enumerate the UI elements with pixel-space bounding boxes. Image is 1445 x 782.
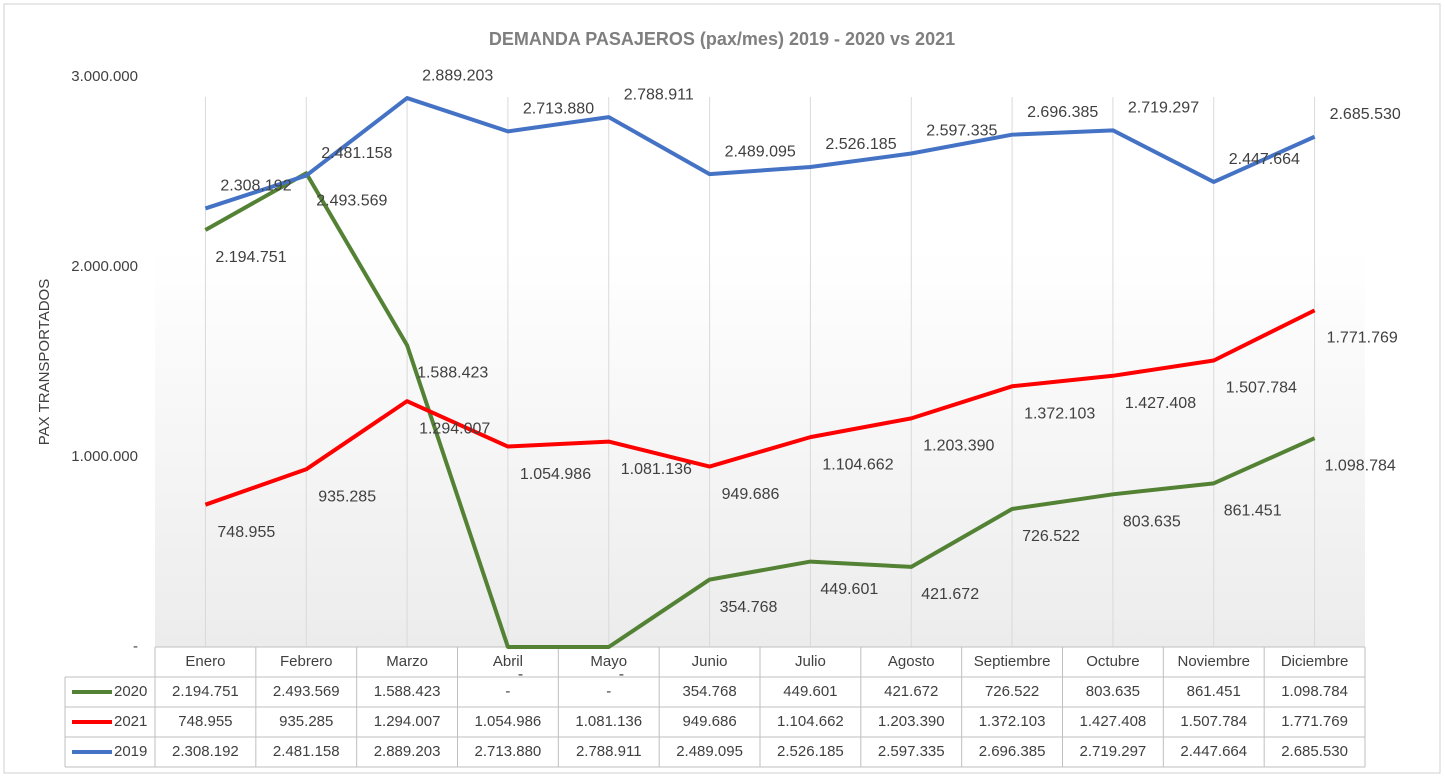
data-label: 748.955 <box>217 524 275 541</box>
table-cell: 1.771.769 <box>1281 713 1348 730</box>
legend-label: 2019 <box>114 743 147 760</box>
data-label: 2.481.158 <box>321 145 392 162</box>
data-label: 2.685.530 <box>1330 106 1401 123</box>
data-label: 2.889.203 <box>422 67 493 84</box>
table-cell: 1.427.408 <box>1080 713 1147 730</box>
table-cell: 1.372.103 <box>979 713 1046 730</box>
data-label: 354.768 <box>720 599 778 616</box>
x-tick-label: Junio <box>692 653 728 670</box>
table-cell: 1.588.423 <box>374 683 441 700</box>
y-tick-label: - <box>133 638 138 655</box>
y-tick-label: 1.000.000 <box>71 448 138 465</box>
data-label: 1.203.390 <box>923 438 994 455</box>
table-cell: 2.526.185 <box>777 743 844 760</box>
chart-title: DEMANDA PASAJEROS (pax/mes) 2019 - 2020 … <box>489 29 955 49</box>
data-label: 2.194.751 <box>215 249 286 266</box>
x-tick-label: Marzo <box>386 653 428 670</box>
data-label: 1.427.408 <box>1125 395 1196 412</box>
data-label: 421.672 <box>921 586 979 603</box>
data-label: 2.489.095 <box>725 143 796 160</box>
table-cell: 2.194.751 <box>172 683 239 700</box>
table-cell: 2.447.664 <box>1180 743 1247 760</box>
y-axis-label: PAX TRANSPORTADOS <box>36 279 53 445</box>
data-label: 1.081.136 <box>621 461 692 478</box>
x-tick-label: Noviembre <box>1177 653 1250 670</box>
table-cell: 1.054.986 <box>475 713 542 730</box>
table-cell: 1.098.784 <box>1281 683 1348 700</box>
table-cell: 2.889.203 <box>374 743 441 760</box>
table-cell: 2.685.530 <box>1281 743 1348 760</box>
table-cell: 354.768 <box>682 683 736 700</box>
series-line <box>204 96 1316 211</box>
table-cell: - <box>505 683 510 700</box>
x-tick-label: Agosto <box>888 653 935 670</box>
table-cell: 1.081.136 <box>575 713 642 730</box>
data-label: 2.696.385 <box>1027 104 1098 121</box>
data-label: 861.451 <box>1224 503 1282 520</box>
data-label: 1.104.662 <box>822 456 893 473</box>
data-label: 803.635 <box>1123 514 1181 531</box>
x-tick-label: Abril <box>493 653 523 670</box>
table-cell: 2.788.911 <box>576 743 642 760</box>
data-label: 2.526.185 <box>825 136 896 153</box>
table-cell: 2.696.385 <box>979 743 1046 760</box>
data-label: 1.588.423 <box>417 364 488 381</box>
table-cell: 2.489.095 <box>676 743 743 760</box>
table-cell: 2.481.158 <box>273 743 340 760</box>
table-cell: 449.601 <box>783 683 837 700</box>
data-label: 949.686 <box>722 486 780 503</box>
data-label: 2.719.297 <box>1128 100 1199 117</box>
table-cell: 2.308.192 <box>172 743 239 760</box>
data-label: 726.522 <box>1022 528 1080 545</box>
data-label: 1.507.784 <box>1226 380 1297 397</box>
x-tick-label: Enero <box>185 653 225 670</box>
data-label: 1.098.784 <box>1325 457 1396 474</box>
data-label: 935.285 <box>318 489 376 506</box>
table-cell: 949.686 <box>682 713 736 730</box>
data-label: 1.054.986 <box>520 466 591 483</box>
table-cell: 1.507.784 <box>1180 713 1247 730</box>
data-label: 1.372.103 <box>1024 406 1095 423</box>
data-label: 2.308.192 <box>220 178 291 195</box>
data-label: 2.788.911 <box>624 86 694 103</box>
series-line <box>204 171 1316 649</box>
table-cell: 2.713.880 <box>475 743 542 760</box>
table-cell: 935.285 <box>279 713 333 730</box>
data-label: 449.601 <box>820 581 878 598</box>
table-cell: 726.522 <box>985 683 1039 700</box>
y-tick-label: 2.000.000 <box>71 258 138 275</box>
data-label: 1.771.769 <box>1327 330 1398 347</box>
table-cell: 1.203.390 <box>878 713 945 730</box>
table-cell: 803.635 <box>1086 683 1140 700</box>
table-cell: 1.104.662 <box>777 713 844 730</box>
table-cell: 748.955 <box>178 713 232 730</box>
x-tick-label: Julio <box>795 653 826 670</box>
data-label: 1.294.007 <box>419 420 490 437</box>
x-tick-label: Mayo <box>590 653 627 670</box>
table-cell: - <box>606 683 611 700</box>
data-label: 2.713.880 <box>523 101 594 118</box>
table-cell: 421.672 <box>884 683 938 700</box>
table-cell: 2.493.569 <box>273 683 340 700</box>
data-label: 2.597.335 <box>926 123 997 140</box>
x-tick-label: Febrero <box>280 653 333 670</box>
x-tick-label: Septiembre <box>974 653 1051 670</box>
legend-label: 2020 <box>114 683 147 700</box>
table-cell: 861.451 <box>1187 683 1241 700</box>
data-label: - <box>518 666 523 683</box>
y-tick-label: 3.000.000 <box>71 68 138 85</box>
data-label: - <box>619 666 624 683</box>
x-tick-label: Octubre <box>1086 653 1139 670</box>
data-label: 2.493.569 <box>316 192 387 209</box>
series-line <box>204 308 1316 507</box>
x-tick-label: Diciembre <box>1281 653 1349 670</box>
table-cell: 2.719.297 <box>1080 743 1147 760</box>
table-cell: 1.294.007 <box>374 713 441 730</box>
data-label: 2.447.664 <box>1229 151 1300 168</box>
table-cell: 2.597.335 <box>878 743 945 760</box>
plot-background <box>155 250 1365 647</box>
legend-label: 2021 <box>114 713 147 730</box>
